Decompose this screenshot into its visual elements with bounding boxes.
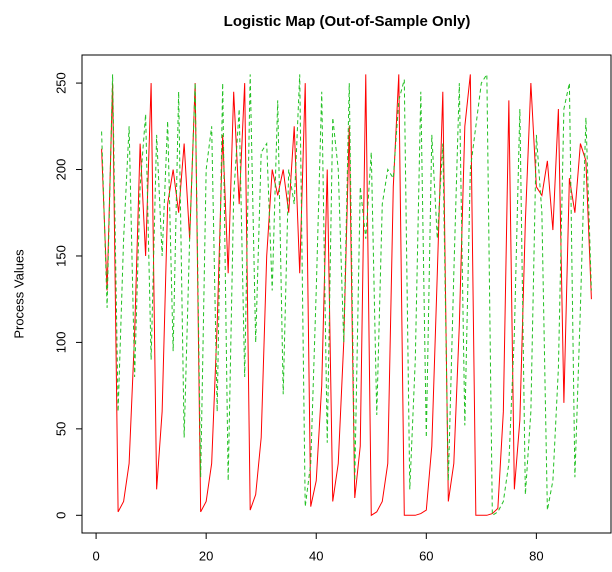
- series-line: [101, 72, 592, 517]
- x-tick-label: 40: [309, 548, 323, 563]
- series-line: [101, 74, 592, 517]
- plot-box: [81, 54, 612, 534]
- y-tick-label: 100: [53, 332, 68, 354]
- x-tick-label: 80: [529, 548, 543, 563]
- x-tick-label: 0: [92, 548, 99, 563]
- y-tick-label: 0: [53, 512, 68, 519]
- y-tick-label: 50: [53, 422, 68, 436]
- y-tick-label: 150: [53, 245, 68, 267]
- x-tick-label: 60: [419, 548, 433, 563]
- y-tick-label: 250: [53, 72, 68, 94]
- x-tick-label: 20: [199, 548, 213, 563]
- chart-title: Logistic Map (Out-of-Sample Only): [224, 13, 471, 30]
- y-tick-label: 200: [53, 159, 68, 181]
- y-axis-label: Process Values: [11, 249, 26, 339]
